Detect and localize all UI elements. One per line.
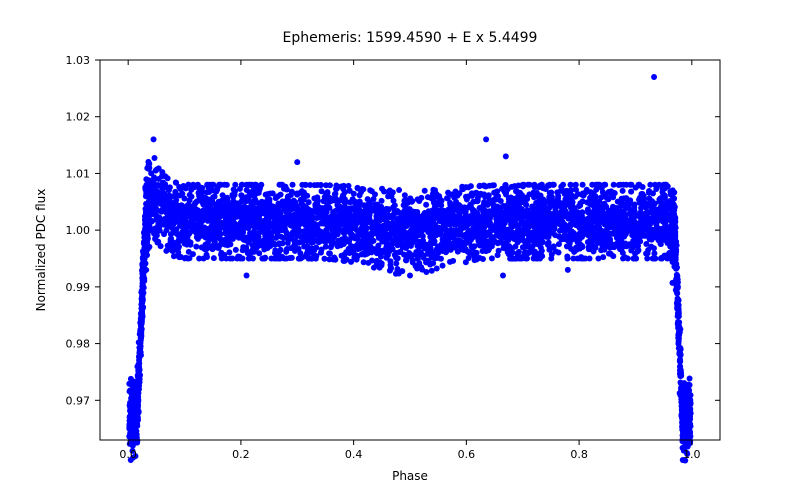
y-tick-label: 1.02	[66, 111, 91, 124]
y-axis-label: Normalized PDC flux	[34, 189, 48, 312]
x-tick-label: 0.2	[232, 448, 250, 461]
y-tick-label: 0.97	[66, 394, 91, 407]
x-tick-label: 1.0	[683, 448, 701, 461]
y-tick-label: 0.99	[66, 281, 91, 294]
x-tick-label: 0.0	[119, 448, 137, 461]
chart-title: Ephemeris: 1599.4590 + E x 5.4499	[283, 30, 538, 46]
x-tick-label: 0.8	[570, 448, 588, 461]
y-tick-label: 1.01	[66, 167, 91, 180]
chart-svg: 0.0 0.2 0.4 0.6 0.8 1.0 0.97 0.98 0.99 1.00 1.01 1.…	[0, 0, 800, 500]
x-axis-label: Phase	[392, 469, 428, 483]
y-tick-label: 0.98	[66, 338, 91, 351]
y-tick-label: 1.00	[66, 224, 91, 237]
phase-lightcurve-chart: 0.0 0.2 0.4 0.6 0.8 1.0 0.97 0.98 0.99 1.00 1.01 1.…	[0, 0, 800, 500]
x-tick-label: 0.4	[345, 448, 363, 461]
y-tick-label: 1.03	[66, 54, 91, 67]
x-tick-label: 0.6	[458, 448, 476, 461]
